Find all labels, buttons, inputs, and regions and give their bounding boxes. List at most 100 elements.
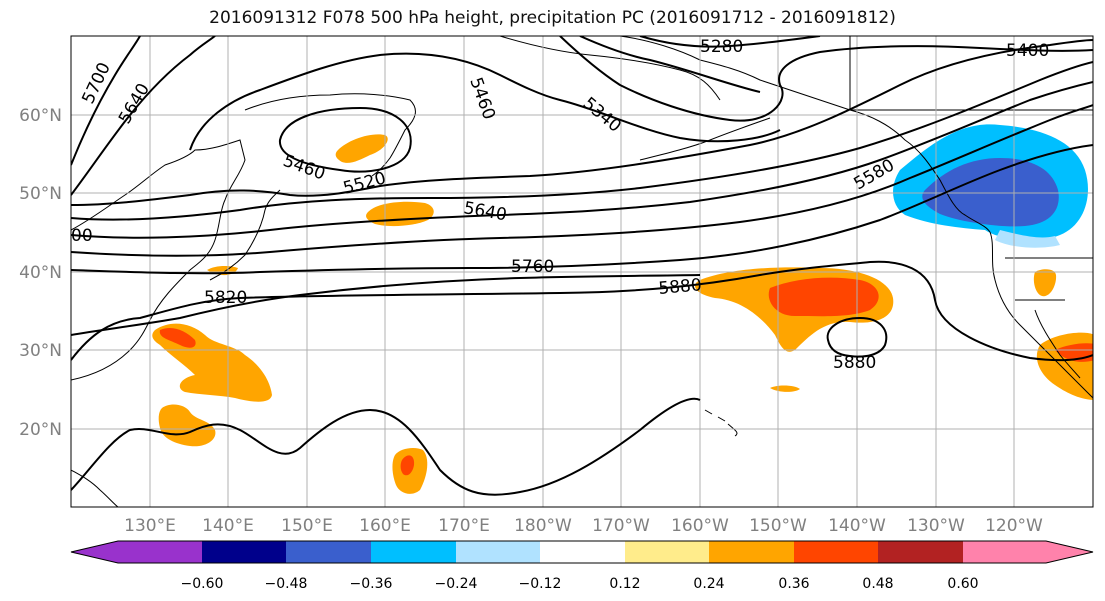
coast-aleutians — [639, 117, 771, 161]
lon-label: 150°E — [281, 516, 333, 536]
colorbar-segment — [625, 541, 709, 563]
contour-5640 — [71, 81, 1093, 239]
colorbar-segments — [70, 540, 1094, 564]
colorbar-segment — [878, 541, 963, 563]
contour-5760 — [71, 144, 1093, 275]
coast-asia-east — [71, 139, 246, 381]
lon-label: 120°W — [985, 516, 1043, 536]
precip-positive-kamchatka — [335, 134, 388, 163]
coast-north-america-west — [989, 231, 1093, 399]
contour-5520 — [71, 39, 1093, 206]
lon-labels: 130°E 140°E 150°E 160°E 170°E 180°W 170°… — [124, 516, 1043, 536]
contour-label: 5640 — [115, 80, 154, 127]
contour-5640-nw — [71, 36, 216, 196]
colorbar-tick-label: 0.12 — [609, 576, 640, 592]
precip-positive-central-small — [770, 385, 800, 392]
lat-label: 20°N — [19, 420, 62, 440]
precip-positive-central-inner — [768, 277, 879, 317]
contour-label: 5880 — [658, 275, 703, 299]
colorbar-segment — [118, 541, 202, 563]
precip-positive-philippine-sea — [158, 404, 216, 447]
contour-5400 — [559, 36, 1093, 122]
contour-5880-loop — [71, 397, 701, 496]
contour-5460-loop — [278, 106, 412, 173]
colorbar-tick-label: 0.36 — [778, 576, 809, 592]
lat-label: 60°N — [19, 106, 62, 126]
colorbar-tick-label: 0.60 — [947, 576, 978, 592]
colorbar-tick-label: 0.48 — [862, 576, 893, 592]
precip-negative-inner — [922, 158, 1059, 227]
colorbar-tick-label: −0.36 — [350, 576, 393, 592]
contour-5700-nw — [71, 36, 141, 166]
contour-5880-closed — [826, 316, 888, 358]
contour-label: 5640 — [462, 198, 508, 225]
contour-label: 5280 — [700, 37, 743, 57]
precip-positive-kuril — [366, 201, 434, 227]
precip-fill-layer — [152, 124, 1093, 494]
contour-5820 — [71, 274, 701, 336]
contour-label: 5460 — [280, 151, 327, 185]
coast-philippines — [71, 469, 119, 507]
precip-negative-light-edge — [995, 230, 1060, 248]
colorbar-segment — [202, 541, 286, 563]
colorbar-tick-label: −0.48 — [265, 576, 308, 592]
colorbar-outline — [70, 540, 1094, 564]
lat-label: 30°N — [19, 341, 62, 361]
lon-label: 160°W — [671, 516, 729, 536]
lon-label: 180°W — [514, 516, 572, 536]
contour-5340 — [579, 36, 761, 93]
colorbar-segment — [963, 541, 1046, 563]
lon-label: 170°W — [592, 516, 650, 536]
lon-label: 150°W — [749, 516, 807, 536]
contour-5280 — [639, 36, 821, 48]
lon-label: 130°E — [124, 516, 176, 536]
coast-us-border — [1005, 257, 1093, 301]
precip-positive-mexico — [1036, 332, 1093, 400]
map-frame — [70, 35, 1094, 508]
contour-label: 5760 — [511, 257, 554, 277]
colorbar-tick-label: 0.24 — [693, 576, 724, 592]
contour-label: 5880 — [833, 353, 876, 373]
colorbar: −0.60 −0.48 −0.36 −0.24 −0.12 0.12 0.24 … — [70, 540, 1094, 592]
precip-positive-west-pacific-inner — [159, 328, 196, 348]
lon-label: 170°E — [438, 516, 490, 536]
map-area — [71, 36, 1093, 507]
map-title: 2016091312 F078 500 hPa height, precipit… — [209, 8, 896, 28]
lat-label: 40°N — [19, 263, 62, 283]
coast-hawaii — [704, 409, 738, 437]
lon-label: 140°W — [828, 516, 886, 536]
colorbar-segment — [794, 541, 878, 563]
colorbar-segment — [709, 541, 794, 563]
colorbar-tick-label: −0.60 — [181, 576, 224, 592]
colorbar-segment — [540, 541, 625, 563]
contour-5460 — [189, 52, 781, 151]
contour-label: 5400 — [1006, 41, 1049, 61]
contour-5880-south — [71, 260, 1093, 362]
lat-label: 50°N — [19, 184, 62, 204]
gridlines — [71, 36, 1093, 507]
contour-label: 5820 — [204, 288, 247, 308]
contour-5580 — [71, 61, 1093, 221]
colorbar-extend-right — [1046, 541, 1093, 563]
coast-japan — [209, 189, 281, 281]
precip-positive-south-inner — [400, 455, 415, 476]
lon-label: 160°E — [359, 516, 411, 536]
contour-label: 5520 — [341, 168, 388, 199]
colorbar-tick-label: −0.12 — [519, 576, 562, 592]
colorbar-tick-labels: −0.60 −0.48 −0.36 −0.24 −0.12 0.12 0.24 … — [181, 576, 979, 592]
coast-baja — [1034, 309, 1081, 379]
colorbar-segment — [286, 541, 371, 563]
coast-kamchatka — [244, 93, 416, 177]
lon-label: 140°E — [202, 516, 254, 536]
contour-label: 00 — [71, 226, 93, 246]
colorbar-extend-left — [71, 541, 118, 563]
lat-labels: 60°N 50°N 40°N 30°N 20°N — [19, 106, 62, 440]
colorbar-segment — [456, 541, 540, 563]
lon-label: 130°W — [907, 516, 965, 536]
contour-5700 — [71, 104, 1093, 257]
colorbar-segment — [371, 541, 456, 563]
precip-positive-us-small — [1033, 269, 1057, 297]
height-contours — [71, 36, 1093, 496]
colorbar-tick-label: −0.24 — [435, 576, 478, 592]
